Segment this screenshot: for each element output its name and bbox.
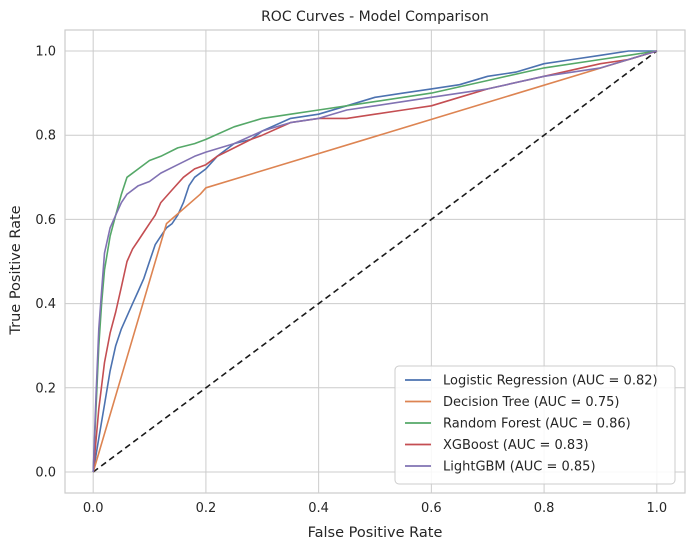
plot-frame bbox=[64, 29, 686, 494]
legend-entry: LightGBM (AUC = 0.85) bbox=[443, 460, 596, 475]
y-tick-label: 0.4 bbox=[35, 297, 56, 312]
plot-area: 0.0 0.2 0.4 0.6 0.8 1.0 0.0 0.2 0.4 0.6 0.8 1.0 Logi… bbox=[35, 29, 686, 516]
reference-diagonal-line bbox=[92, 50, 658, 473]
chart-title: ROC Curves - Model Comparison bbox=[261, 9, 489, 25]
x-tick-label: 0.4 bbox=[308, 501, 329, 516]
y-axis-label: True Positive Rate bbox=[8, 205, 24, 335]
series-line-logistic-regression bbox=[92, 50, 657, 473]
y-tick-label: 0.8 bbox=[35, 129, 56, 144]
series-line-xgboost bbox=[92, 50, 658, 473]
x-tick-label: 0.0 bbox=[83, 501, 104, 516]
legend-entry: Decision Tree (AUC = 0.75) bbox=[443, 395, 619, 410]
x-tick-label: 0.2 bbox=[196, 501, 217, 516]
y-tick-label: 0.6 bbox=[35, 213, 56, 228]
legend-entry: Random Forest (AUC = 0.86) bbox=[443, 417, 631, 432]
x-tick-label: 0.6 bbox=[421, 501, 442, 516]
x-axis-label: False Positive Rate bbox=[308, 525, 443, 541]
x-tick-label: 1.0 bbox=[646, 501, 667, 516]
series-line-decision-tree bbox=[92, 50, 658, 473]
y-tick-label: 1.0 bbox=[35, 45, 56, 60]
y-tick-label: 0.2 bbox=[35, 381, 56, 396]
y-tick-label: 0.0 bbox=[35, 465, 56, 480]
legend-entry: XGBoost (AUC = 0.83) bbox=[443, 438, 589, 453]
x-tick-label: 0.8 bbox=[534, 501, 555, 516]
legend-entry: Logistic Regression (AUC = 0.82) bbox=[443, 374, 658, 389]
legend-box bbox=[394, 365, 676, 485]
series-line-lightgbm bbox=[92, 50, 658, 473]
series-line-random-forest bbox=[92, 50, 657, 473]
